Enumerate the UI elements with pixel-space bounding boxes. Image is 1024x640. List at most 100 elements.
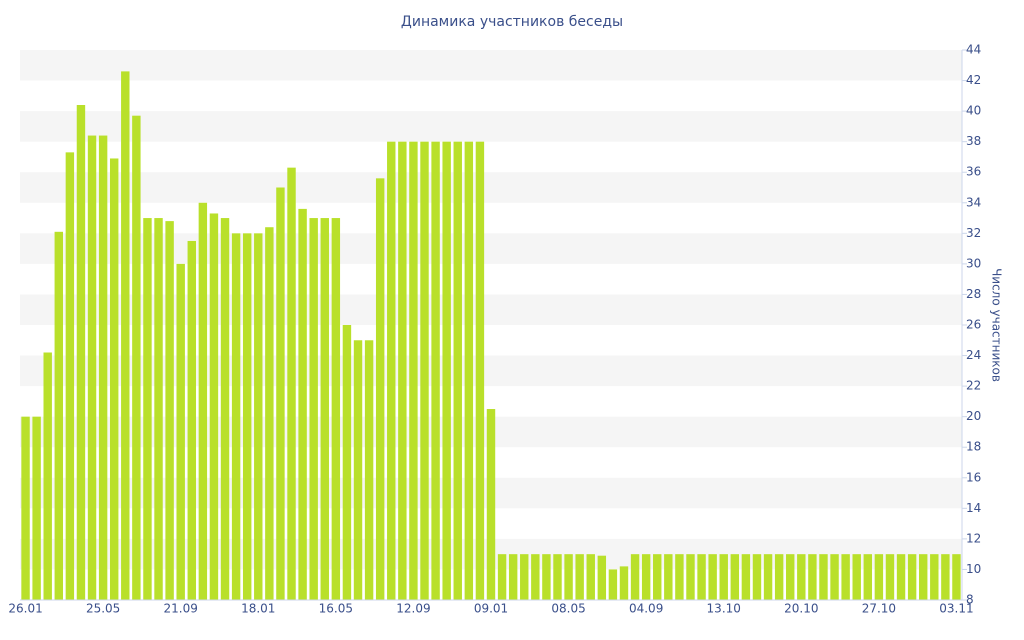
x-tick-label: 18.01 [241, 602, 275, 616]
bar [154, 218, 163, 601]
bar [531, 554, 540, 600]
bar [431, 141, 440, 600]
bar [641, 554, 651, 600]
bar [619, 566, 629, 600]
bar [863, 554, 873, 600]
bar [265, 227, 274, 600]
y-tick-label: 30 [966, 256, 981, 270]
x-tick-label: 04.09 [629, 602, 663, 616]
grid-band [20, 111, 962, 142]
bar [852, 554, 861, 600]
grid-band [20, 172, 962, 203]
bar [364, 340, 374, 600]
y-axis-title: Число участников [990, 268, 1004, 382]
x-tick-label: 13.10 [707, 602, 741, 616]
y-tick-label: 42 [966, 73, 981, 87]
bar [98, 135, 108, 601]
x-tick-label: 21.09 [164, 602, 198, 616]
bar [276, 187, 285, 600]
bar [65, 152, 75, 600]
bar [686, 554, 695, 600]
bar [653, 554, 662, 600]
bar [409, 141, 418, 600]
bar [198, 202, 208, 600]
bar [442, 141, 451, 600]
x-tick-label: 25.05 [86, 602, 120, 616]
bar [741, 554, 751, 600]
grid-band [20, 233, 962, 264]
y-tick-label: 34 [966, 195, 981, 209]
bar [608, 569, 618, 600]
y-tick-label: 12 [966, 531, 981, 545]
bar [342, 325, 352, 600]
bar [76, 105, 86, 600]
x-tick-label: 03.11 [939, 602, 973, 616]
y-tick-label: 32 [966, 226, 981, 240]
bar [320, 218, 329, 601]
y-tick-label: 28 [966, 287, 981, 301]
bar [231, 233, 241, 601]
bar [475, 141, 485, 600]
bar [586, 554, 595, 600]
bar [187, 240, 196, 600]
x-tick-label: 27.10 [862, 602, 896, 616]
bar [952, 554, 961, 600]
bar [520, 554, 529, 600]
x-tick-label: 26.01 [8, 602, 42, 616]
y-tick-label: 40 [966, 104, 981, 118]
bar [808, 554, 817, 600]
bar [919, 554, 928, 600]
x-tick-label: 20.10 [784, 602, 818, 616]
x-tick-label: 08.05 [551, 602, 585, 616]
bar [508, 554, 518, 600]
bar [464, 141, 474, 600]
x-tick-label: 09.01 [474, 602, 508, 616]
bar [121, 71, 130, 600]
bar [453, 141, 462, 600]
bar [176, 263, 185, 600]
y-tick-label: 16 [966, 470, 981, 484]
bar [575, 554, 584, 600]
bar [752, 554, 762, 600]
bar [54, 231, 63, 601]
bar [597, 555, 607, 600]
y-tick-label: 24 [966, 348, 981, 362]
bar [398, 141, 407, 600]
bar [774, 554, 784, 600]
y-tick-label: 26 [966, 318, 981, 332]
bar [874, 554, 884, 600]
bar [209, 213, 219, 600]
bar [630, 554, 640, 600]
bar [907, 554, 917, 600]
bar [930, 554, 939, 600]
bar [43, 352, 52, 600]
bar [708, 554, 717, 600]
y-tick-label: 14 [966, 501, 981, 515]
bar [242, 233, 252, 601]
bar [553, 554, 562, 600]
bar [165, 221, 174, 600]
bar [387, 141, 396, 600]
bar [730, 554, 740, 600]
bar [497, 554, 507, 600]
bar [664, 554, 673, 600]
bar [841, 554, 850, 600]
bar [287, 167, 296, 600]
y-tick-label: 44 [966, 43, 981, 57]
bar [220, 218, 230, 601]
bar [797, 554, 806, 600]
bar [542, 554, 551, 600]
bar [819, 554, 828, 600]
y-tick-label: 20 [966, 409, 981, 423]
y-tick-label: 10 [966, 562, 981, 576]
chart-title: Динамика участников беседы [401, 14, 623, 30]
bar [830, 554, 839, 600]
bar [21, 416, 30, 600]
bar [697, 554, 706, 600]
bar [941, 554, 950, 600]
bar [143, 218, 152, 601]
grid-band [20, 50, 962, 81]
y-tick-label: 38 [966, 134, 981, 148]
bar [298, 208, 307, 600]
